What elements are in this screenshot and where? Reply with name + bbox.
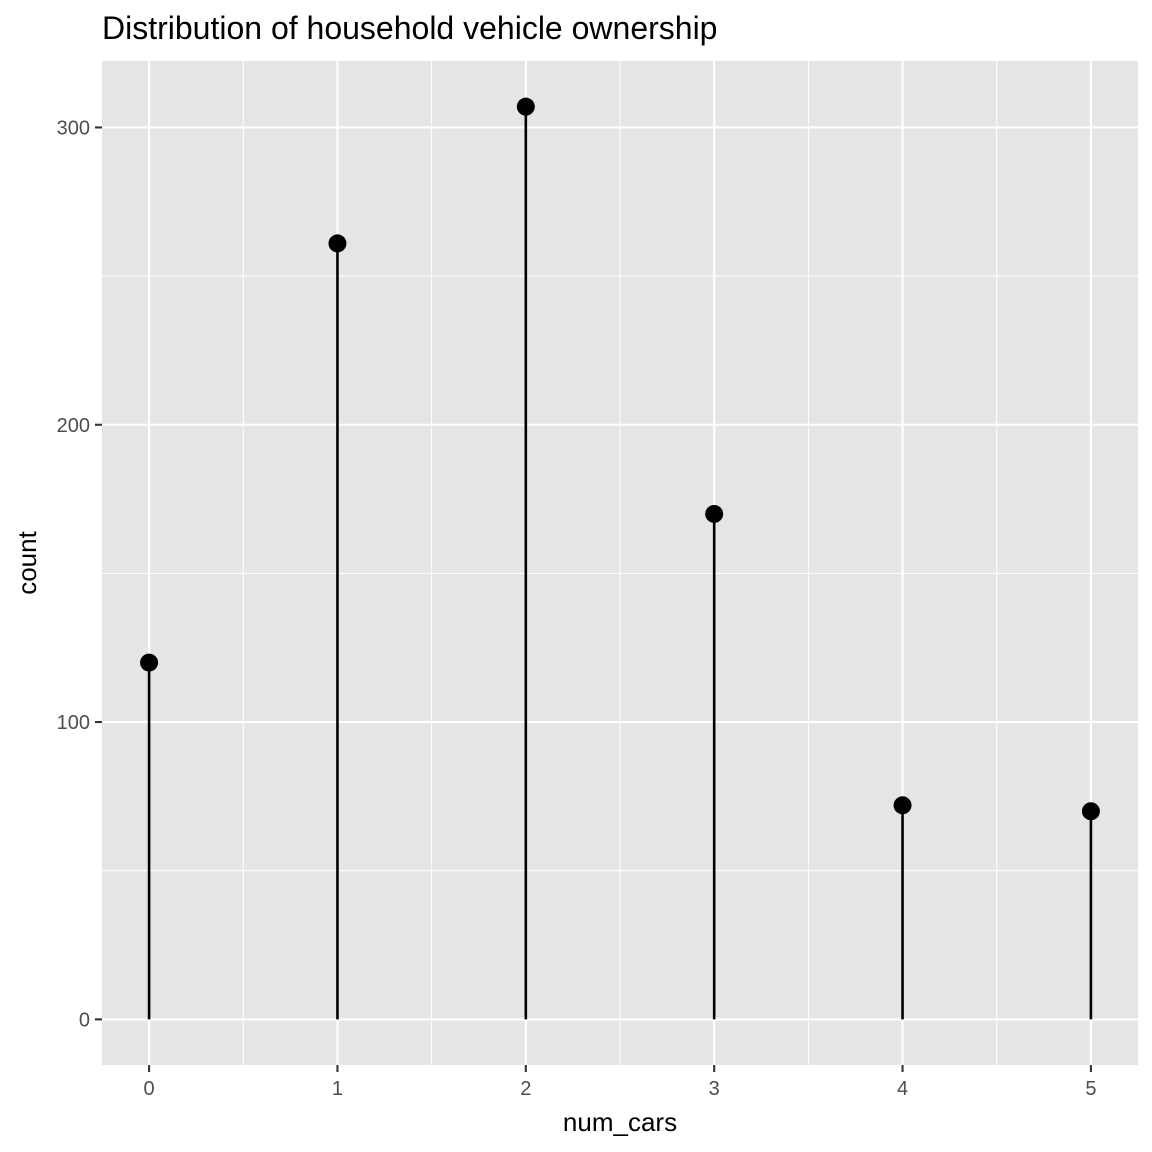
x-axis-title: num_cars (563, 1107, 677, 1137)
chart-title: Distribution of household vehicle owners… (102, 10, 717, 46)
y-axis-title: count (12, 530, 42, 594)
data-point-5 (1081, 802, 1100, 821)
axes: 0 100 200 300 0 1 2 3 4 5 (57, 117, 1097, 1100)
x-tick-label: 3 (709, 1078, 720, 1100)
y-tick-label: 200 (57, 415, 90, 437)
x-tick-label: 0 (144, 1078, 155, 1100)
data-point-0 (140, 653, 159, 672)
x-tick-label: 2 (520, 1078, 531, 1100)
data-point-3 (705, 504, 724, 523)
lollipop-marks (140, 97, 1100, 1020)
data-point-2 (516, 97, 535, 116)
y-tick-label: 100 (57, 712, 90, 734)
data-point-1 (328, 234, 347, 253)
x-tick-label: 5 (1085, 1078, 1096, 1100)
y-tick-label: 0 (79, 1009, 90, 1031)
x-tick-label: 4 (897, 1078, 908, 1100)
data-point-4 (893, 796, 912, 815)
x-tick-label: 1 (332, 1078, 343, 1100)
y-tick-label: 300 (57, 117, 90, 139)
